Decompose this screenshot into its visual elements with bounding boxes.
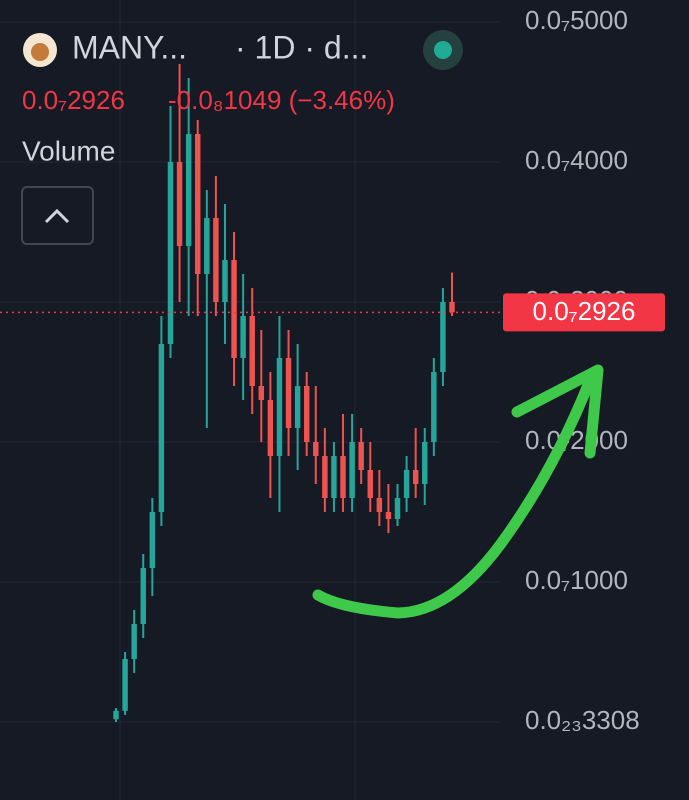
candle-body bbox=[285, 357, 292, 428]
last-price-tag-label: 0.0₇2926 bbox=[533, 296, 636, 326]
candle-body bbox=[322, 455, 328, 498]
candle-body bbox=[422, 441, 428, 484]
hand-drawn-arrow bbox=[312, 364, 604, 619]
arrow-curve bbox=[312, 369, 598, 619]
candle-body bbox=[449, 301, 455, 313]
grid bbox=[0, 21, 500, 723]
y-tick-label: 0.0₇2000 bbox=[525, 425, 628, 455]
symbol[interactable]: MANY... bbox=[72, 29, 187, 65]
candle-body bbox=[222, 259, 228, 302]
candle-body bbox=[240, 315, 246, 358]
price-change: -0.0₈1049 (−3.46%) bbox=[168, 85, 395, 115]
candle-body bbox=[431, 371, 437, 442]
candle-body bbox=[131, 624, 137, 660]
candle-body bbox=[303, 385, 310, 442]
arrow-head bbox=[511, 364, 604, 459]
y-tick-label: 0.0₂₃3308 bbox=[525, 705, 640, 735]
candle-body bbox=[385, 511, 392, 519]
candle-body bbox=[113, 710, 119, 720]
candle-body bbox=[231, 259, 237, 358]
candle-body bbox=[267, 399, 274, 456]
status-dot bbox=[434, 41, 452, 59]
collapse-button[interactable] bbox=[21, 186, 94, 245]
symbol-icon-face bbox=[31, 43, 49, 61]
candle-body bbox=[158, 343, 165, 512]
candle-body bbox=[367, 469, 373, 498]
candle-body bbox=[185, 133, 192, 246]
candles bbox=[113, 63, 455, 723]
candle-body bbox=[313, 441, 319, 456]
candle-body bbox=[176, 161, 183, 246]
candle-body bbox=[149, 511, 156, 568]
y-tick-label: 0.0₇1000 bbox=[525, 565, 628, 595]
candle-body bbox=[195, 133, 201, 274]
candle-body bbox=[204, 217, 210, 274]
y-tick-label: 0.0₇5000 bbox=[525, 5, 628, 35]
candle-body bbox=[349, 441, 355, 498]
interval[interactable]: · 1D · d... bbox=[235, 29, 368, 65]
overlay: 0.0₇2926 bbox=[0, 293, 665, 332]
candle-body bbox=[122, 659, 128, 711]
candle-body bbox=[412, 469, 419, 484]
candle-body bbox=[440, 301, 446, 372]
y-tick-label: 0.0₇4000 bbox=[525, 145, 628, 175]
candle-body bbox=[258, 385, 265, 400]
candle-body bbox=[276, 357, 283, 456]
candle-body bbox=[394, 497, 401, 519]
header: MANY... · 1D · d... 0.0₇2926 -0.0₈1049 (… bbox=[21, 29, 463, 245]
candle-body bbox=[358, 441, 364, 470]
candle-body bbox=[249, 315, 255, 386]
last-price-tag bbox=[503, 293, 665, 332]
candle-body bbox=[140, 567, 146, 625]
candle-body bbox=[167, 161, 174, 344]
candle-body bbox=[213, 217, 219, 302]
candle-body bbox=[340, 455, 346, 498]
last-price: 0.0₇2926 bbox=[22, 85, 125, 115]
indicator[interactable]: Volume bbox=[22, 135, 115, 166]
candle-body bbox=[294, 385, 301, 428]
caret-icon bbox=[44, 208, 70, 224]
candle-body bbox=[331, 455, 337, 498]
candle-body bbox=[403, 469, 410, 498]
candle-body bbox=[376, 497, 383, 512]
